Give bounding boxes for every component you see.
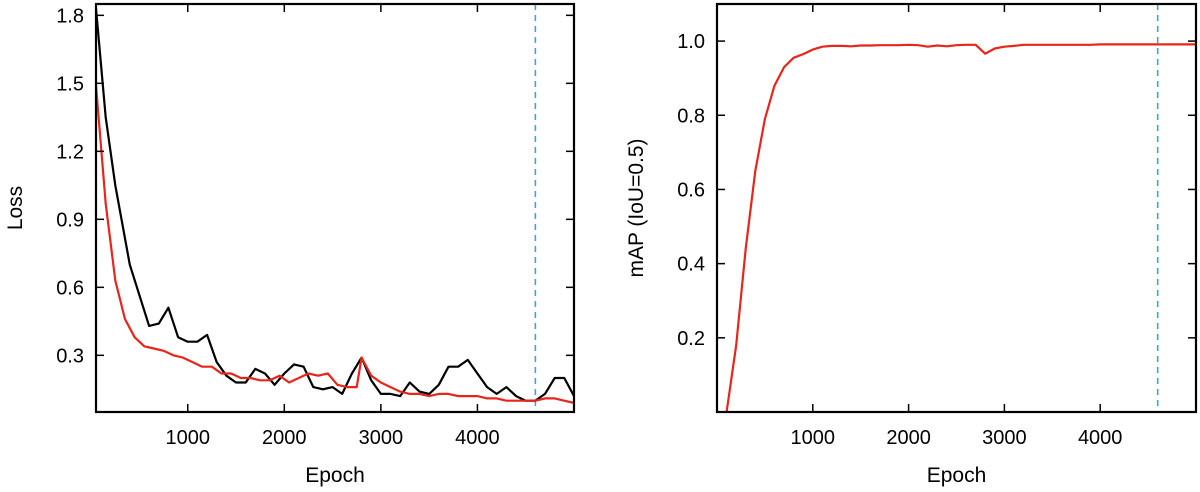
loss-ytick-label: 0.3	[56, 345, 84, 367]
loss-xtick-label: 2000	[262, 427, 307, 449]
loss-x-axis-label: Epoch	[305, 464, 365, 487]
loss-y-axis-label: Loss	[4, 186, 27, 230]
map-plot-frame	[715, 2, 1198, 414]
loss-xtick-label: 4000	[455, 427, 500, 449]
loss-ytick-label: 0.6	[56, 277, 84, 299]
loss-xtick-label: 1000	[165, 427, 210, 449]
map-ytick-label: 1.0	[677, 31, 705, 53]
map-panel: 1000 2000 3000 4000 0.2 0.4 0.6 0.8 1.0 Epoch mAP …	[625, 2, 1198, 487]
map-xtick-label: 2000	[886, 427, 931, 449]
map-ytick-label: 0.2	[677, 328, 705, 350]
map-xtick-label: 4000	[1078, 427, 1123, 449]
loss-ytick-label: 0.9	[56, 209, 84, 231]
loss-panel: 1000 2000 3000 4000 0.3 0.6 0.9 1.2 1.5 1.8 Epoch L…	[4, 2, 576, 487]
loss-series-line-1	[96, 85, 574, 404]
map-ytick-label: 0.8	[677, 105, 705, 127]
map-xtick-label: 3000	[982, 427, 1027, 449]
loss-series-line-0	[96, 8, 574, 402]
map-xtick-label: 1000	[791, 427, 836, 449]
map-series-line-0	[725, 43, 1196, 412]
map-y-axis-label: mAP (IoU=0.5)	[625, 138, 648, 277]
map-ytick-label: 0.6	[677, 179, 705, 201]
loss-ytick-label: 1.2	[56, 141, 84, 163]
map-ytick-label: 0.4	[677, 254, 705, 276]
loss-xtick-label: 3000	[359, 427, 404, 449]
loss-ytick-label: 1.8	[56, 5, 84, 27]
map-x-axis-label: Epoch	[927, 464, 987, 487]
loss-ytick-label: 1.5	[56, 73, 84, 95]
loss-plot-frame	[94, 2, 576, 414]
